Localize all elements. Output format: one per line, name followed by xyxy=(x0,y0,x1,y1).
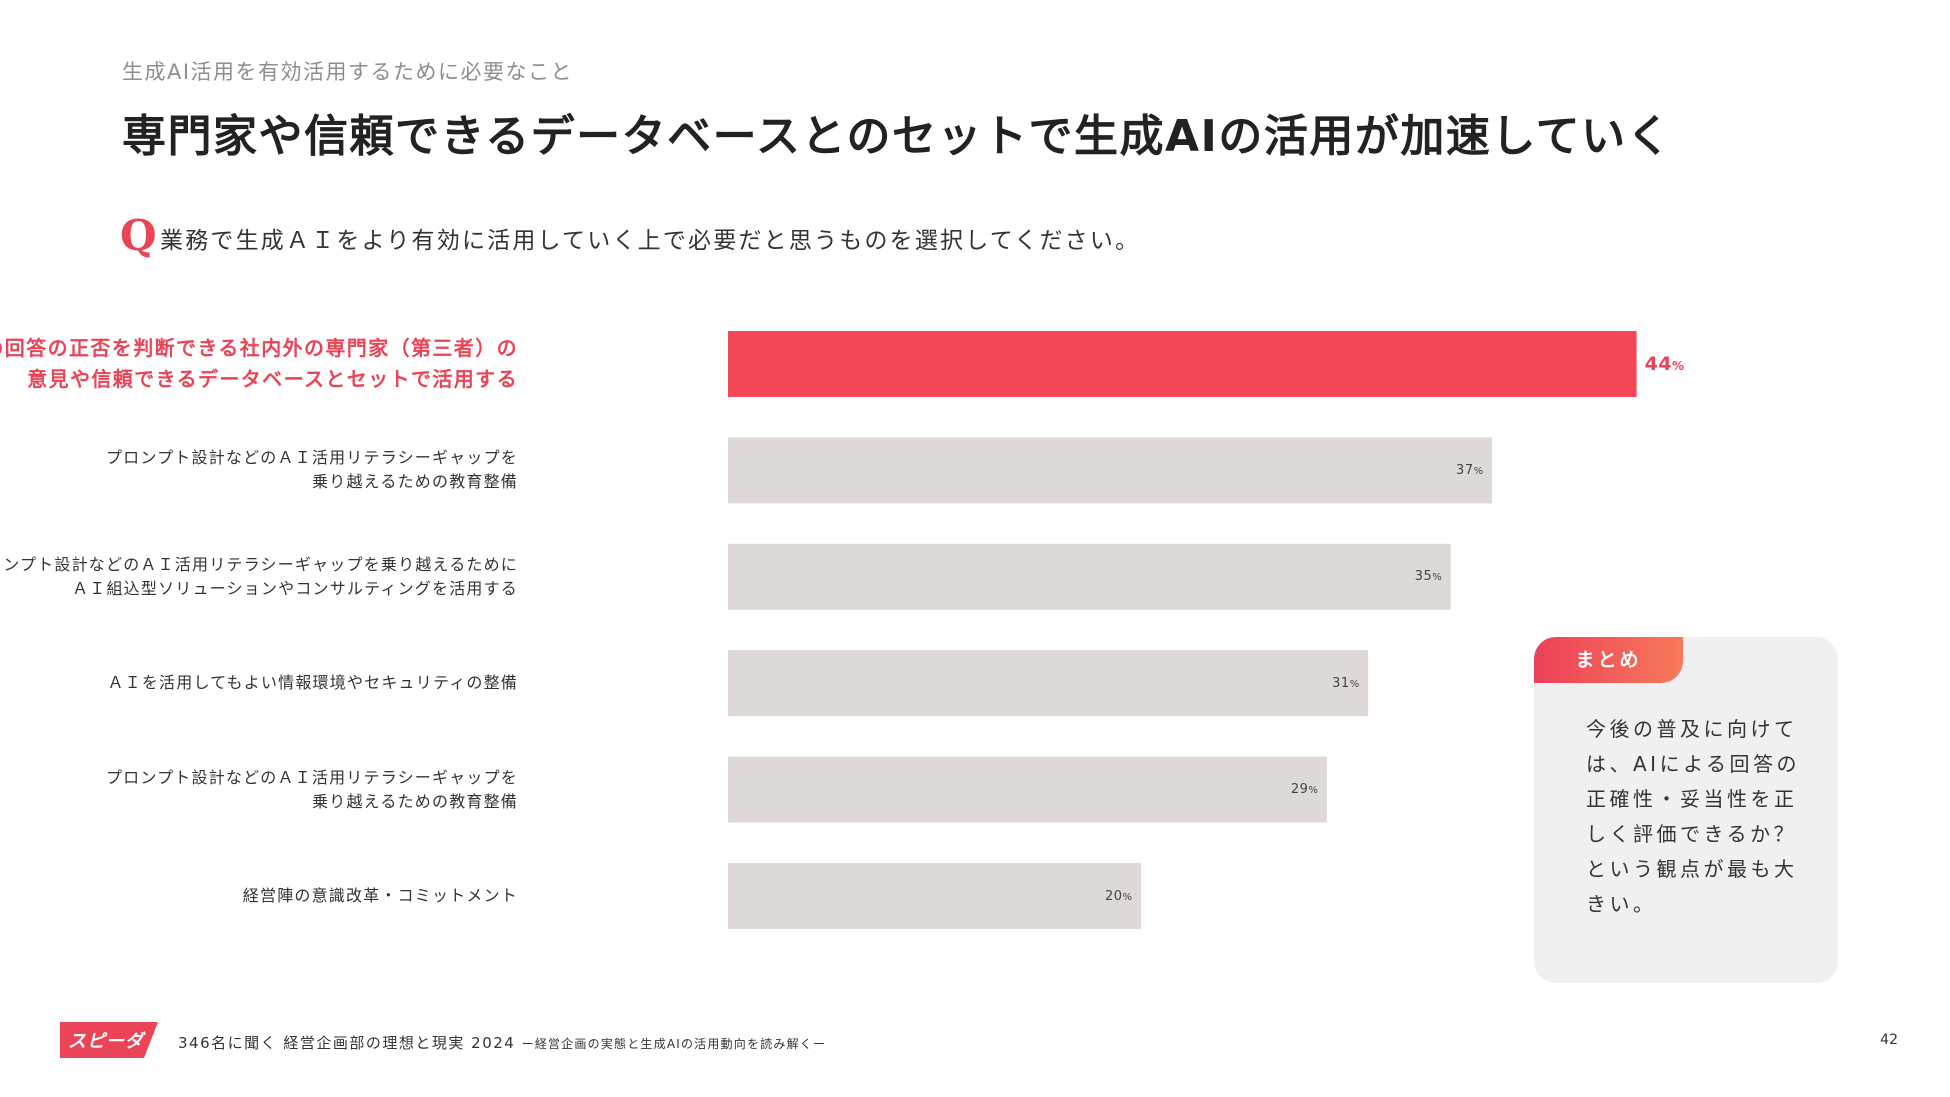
bar-value-number: 37 xyxy=(1456,462,1474,478)
footer-report-title: 346名に聞く 経営企画部の理想と現実 2024 ー経営企画の実態と生成AIの活… xyxy=(178,1032,826,1053)
bar-value-unit: % xyxy=(1473,465,1484,477)
bar-value-5: 20% xyxy=(1105,889,1133,904)
summary-card: まとめ 今後の普及に向けて は、AIによる回答の 正確性・妥当性を正 しく評価できるか… xyxy=(1534,637,1838,983)
summary-body: 今後の普及に向けて は、AIによる回答の 正確性・妥当性を正 しく評価できるか？ という… xyxy=(1586,712,1816,922)
bar-1 xyxy=(728,437,1493,504)
bar-value-number: 20 xyxy=(1105,888,1123,904)
bar-value-2: 35% xyxy=(1415,569,1443,584)
bar-label-line: 乗り越えるための教育整備 xyxy=(312,791,518,811)
bar-label-line: 意見や信頼できるデータベースとセットで活用する xyxy=(27,367,518,391)
bar-value-4: 29% xyxy=(1291,782,1319,797)
page-number: 42 xyxy=(1880,1032,1898,1048)
bar-label-2: プロンプト設計などのＡＩ活用リテラシーギャップを乗り越えるために ＡＩ組込型ソリュ… xyxy=(0,553,518,601)
bar-label-line: ＡＩを活用してもよい情報環境やセキュリティの整備 xyxy=(107,673,518,693)
bar-label-line: ＡＩの回答の正否を判断できる社内外の専門家（第三者）の xyxy=(0,336,518,360)
page-title: 専門家や信頼できるデータベースとのセットで生成AIの活用が加速していく xyxy=(122,111,1673,162)
bar-label-line: プロンプト設計などのＡＩ活用リテラシーギャップを xyxy=(105,448,518,468)
bar-value-1: 37% xyxy=(1456,463,1484,478)
bar-value-3: 31% xyxy=(1332,676,1360,691)
footer-title: 346名に聞く 経営企画部の理想と現実 2024 xyxy=(178,1034,516,1052)
bar-chart: ＡＩの回答の正否を判断できる社内外の専門家（第三者）の意見や信頼できるデータベー… xyxy=(0,320,1750,940)
bar-label-line: プロンプト設計などのＡＩ活用リテラシーギャップを xyxy=(105,767,518,787)
footer-subtitle: ー経営企画の実態と生成AIの活用動向を読み解くー xyxy=(521,1037,827,1051)
summary-line: 今後の普及に向けて xyxy=(1586,717,1798,741)
bar-label-line: ＡＩ組込型ソリューションやコンサルティングを活用する xyxy=(72,578,518,598)
bar-value-unit: % xyxy=(1308,785,1319,797)
bar-label-4: プロンプト設計などのＡＩ活用リテラシーギャップを乗り越えるための教育整備 xyxy=(106,766,518,814)
bar-value-unit: % xyxy=(1349,678,1360,690)
bar-value-unit: % xyxy=(1432,572,1443,584)
footer-logo-shape xyxy=(60,1022,158,1058)
bar-label-5: 経営陣の意識改革・コミットメント xyxy=(243,884,518,908)
bar-value-unit: % xyxy=(1122,891,1133,903)
page-kicker: 生成AI活用を有効活用するために必要なこと xyxy=(122,60,574,84)
bar-value-number: 44 xyxy=(1644,353,1673,375)
bar-label-3: ＡＩを活用してもよい情報環境やセキュリティの整備 xyxy=(107,671,518,695)
footer-logo-text: スピーダ xyxy=(68,1031,144,1052)
bar-value-unit: % xyxy=(1672,359,1685,373)
bar-label-line: 乗り越えるための教育整備 xyxy=(312,472,518,492)
bar-label-line: 経営陣の意識改革・コミットメント xyxy=(242,886,518,905)
bar-0 xyxy=(728,331,1637,397)
bar-value-number: 29 xyxy=(1290,782,1309,798)
bar-3 xyxy=(728,650,1369,717)
footer-logo: スピーダ xyxy=(60,1022,158,1058)
summary-line: は、AIによる回答の xyxy=(1586,752,1800,776)
bar-value-0: 44% xyxy=(1645,353,1685,375)
summary-line: きい。 xyxy=(1586,892,1657,916)
bar-4 xyxy=(728,756,1327,823)
bar-2 xyxy=(728,543,1451,610)
bar-5 xyxy=(728,863,1141,929)
summary-line: 正確性・妥当性を正 xyxy=(1586,787,1798,811)
bar-chart-svg xyxy=(728,331,1637,929)
summary-line: しく評価できるか？ xyxy=(1586,822,1798,846)
bar-value-number: 35 xyxy=(1414,569,1433,585)
bar-label-line: プロンプト設計などのＡＩ活用リテラシーギャップを乗り越えるために xyxy=(0,554,518,574)
summary-tab: まとめ xyxy=(1534,637,1683,683)
summary-line: という観点が最も大 xyxy=(1586,857,1798,881)
bar-label-0: ＡＩの回答の正否を判断できる社内外の専門家（第三者）の意見や信頼できるデータベー… xyxy=(0,333,518,395)
question-text: 業務で生成ＡＩをより有効に活用していく上で必要だと思うものを選択してください。 xyxy=(160,228,1141,254)
bar-label-1: プロンプト設計などのＡＩ活用リテラシーギャップを乗り越えるための教育整備 xyxy=(106,446,518,494)
question-mark: Q xyxy=(120,211,157,260)
bar-value-number: 31 xyxy=(1332,675,1350,691)
